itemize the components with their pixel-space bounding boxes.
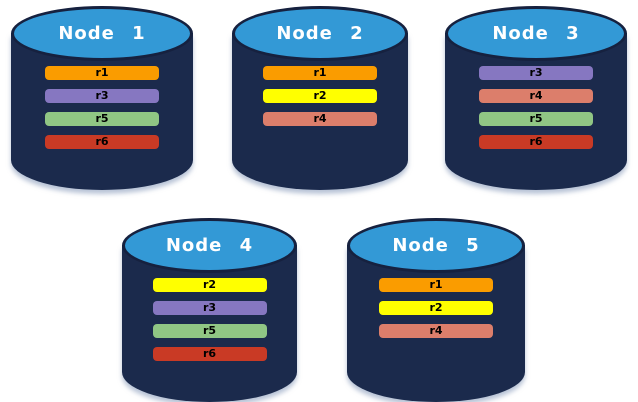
replica-bar-r6: r6: [45, 135, 159, 149]
replica-bar-r5: r5: [45, 112, 159, 126]
replica-list: r2 r3 r5 r6: [122, 278, 297, 361]
replica-bar-r3: r3: [152, 301, 267, 315]
node-title: Node 1: [58, 23, 146, 44]
replica-list: r3 r4 r5 r6: [445, 66, 627, 149]
replica-bar-r2: r2: [379, 301, 493, 315]
replica-bar-r6: r6: [479, 135, 593, 149]
replica-bar-r1: r1: [45, 66, 159, 80]
replica-bar-r3: r3: [45, 89, 159, 103]
replica-list: r1 r2 r4: [347, 278, 525, 338]
replica-bar-r4: r4: [263, 112, 377, 126]
replica-list: r1 r3 r5 r6: [11, 66, 193, 149]
node-title: Node 5: [392, 235, 480, 256]
replica-bar-r5: r5: [479, 112, 593, 126]
node-title: Node 4: [165, 235, 254, 256]
replica-bar-r5: r5: [152, 324, 267, 338]
replica-bar-r6: r6: [152, 347, 267, 361]
cylinder-top: Node 1: [11, 6, 193, 61]
database-node-1: Node 1 r1 r3 r5 r6: [11, 6, 193, 190]
cylinder-top: Node 5: [347, 218, 525, 273]
replica-bar-r4: r4: [479, 89, 593, 103]
database-node-4: Node 4 r2 r3 r5 r6: [122, 218, 297, 402]
replica-bar-r1: r1: [379, 278, 493, 292]
replica-bar-r2: r2: [152, 278, 267, 292]
replica-bar-r3: r3: [479, 66, 593, 80]
replica-bar-r4: r4: [379, 324, 493, 338]
database-node-2: Node 2 r1 r2 r4: [232, 6, 408, 190]
cylinder-top: Node 3: [445, 6, 627, 61]
node-title: Node 3: [492, 23, 580, 44]
cylinder-top: Node 4: [122, 218, 297, 273]
database-node-3: Node 3 r3 r4 r5 r6: [445, 6, 627, 190]
node-title: Node 2: [276, 23, 364, 44]
replica-list: r1 r2 r4: [232, 66, 408, 126]
replica-bar-r1: r1: [263, 66, 377, 80]
database-node-5: Node 5 r1 r2 r4: [347, 218, 525, 402]
replica-bar-r2: r2: [263, 89, 377, 103]
cylinder-top: Node 2: [232, 6, 408, 61]
